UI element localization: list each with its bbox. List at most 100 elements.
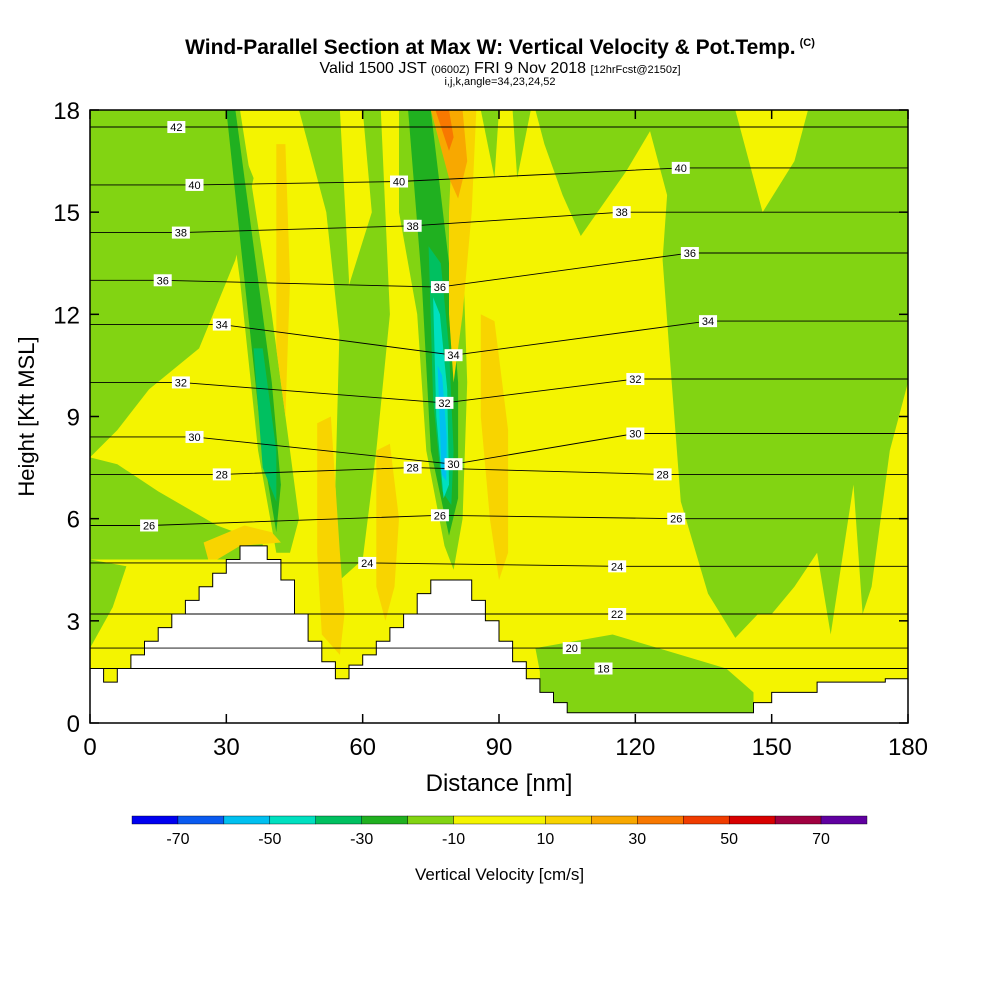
theta-label-background xyxy=(430,281,449,294)
colorbar-tick-label: -10 xyxy=(442,831,465,848)
theta-contour-label: 30 xyxy=(629,429,641,441)
updraft-region xyxy=(376,443,399,621)
updraft-region xyxy=(317,416,345,655)
theta-label-background xyxy=(403,461,422,474)
theta-label-background xyxy=(185,178,204,191)
updraft-region xyxy=(435,110,454,151)
terrain-mask xyxy=(90,545,908,723)
theta-label-background xyxy=(185,430,204,443)
grid-indices: i,j,k,angle=34,23,24,52 xyxy=(444,76,556,88)
colorbar-swatch xyxy=(683,815,730,825)
colorbar-swatch xyxy=(820,815,868,825)
colorbar-swatch xyxy=(453,815,546,825)
theta-contour-label: 40 xyxy=(675,163,687,175)
theta-contour-label: 36 xyxy=(157,275,169,287)
theta-label-background xyxy=(167,121,186,134)
theta-label-background xyxy=(626,373,645,386)
x-tick-label: 120 xyxy=(615,734,655,761)
theta-contour-label: 40 xyxy=(393,177,405,189)
theta-label-background xyxy=(212,318,231,331)
theta-label-background xyxy=(653,468,672,481)
theta-label-background xyxy=(444,458,463,471)
theta-contour-label: 26 xyxy=(434,510,446,522)
theta-label-background xyxy=(612,206,631,219)
valid-utc: (0600Z) xyxy=(430,64,470,76)
theta-label-background xyxy=(358,556,377,569)
theta-label-background xyxy=(403,219,422,232)
theta-contour-label: 26 xyxy=(143,520,155,532)
colorbar-tick-label: 50 xyxy=(720,831,738,848)
colorbar-label: Vertical Velocity [cm/s] xyxy=(415,865,584,884)
theta-contour-label: 22 xyxy=(611,609,623,621)
valid-prefix: Valid 1500 JST xyxy=(319,60,427,77)
x-tick-label: 30 xyxy=(213,734,240,761)
chart-title: Wind-Parallel Section at Max W: Vertical… xyxy=(0,36,1000,60)
colorbar-tick-label: 30 xyxy=(628,831,646,848)
theta-contour-label: 40 xyxy=(188,180,200,192)
theta-label-background xyxy=(430,509,449,522)
theta-contour-label: 36 xyxy=(684,248,696,260)
theta-contour-label: 38 xyxy=(616,207,628,219)
theta-label-background xyxy=(594,662,613,675)
theta-contour-label: 34 xyxy=(447,350,459,362)
theta-label-background xyxy=(444,349,463,362)
y-tick-label: 12 xyxy=(53,302,80,329)
colorbar-swatch xyxy=(591,815,638,825)
y-tick-label: 15 xyxy=(53,200,80,227)
updraft-region xyxy=(203,525,281,560)
theta-contour-label: 24 xyxy=(611,561,623,573)
downdraft-region xyxy=(335,110,390,580)
downdraft-region xyxy=(535,110,663,236)
title-mark: (C) xyxy=(799,37,815,49)
theta-label-background xyxy=(153,274,172,287)
theta-contour-label: 26 xyxy=(670,514,682,526)
theta-contour-label: 18 xyxy=(597,664,609,676)
theta-label-background xyxy=(667,512,686,525)
theta-contour-label: 20 xyxy=(566,643,578,655)
x-tick-label: 180 xyxy=(888,734,928,761)
colorbar-tick-label: 70 xyxy=(812,831,830,848)
theta-contour-labels: 42 40 38 36 34 32 30 28 26 24 40 38 36 34 32 30 28 26 40 38… xyxy=(140,121,718,676)
colorbar-swatch xyxy=(361,815,408,825)
y-tick-label: 0 xyxy=(67,711,80,738)
x-tick-label: 90 xyxy=(486,734,513,761)
theta-contour-label: 42 xyxy=(170,122,182,134)
theta-contour-label: 38 xyxy=(175,228,187,240)
y-tick-label: 3 xyxy=(67,609,80,636)
y-tick-label: 6 xyxy=(67,507,80,534)
theta-label-background xyxy=(608,608,627,621)
colorbar-swatch xyxy=(407,815,454,825)
forecast-info: [12hrFcst@2150z] xyxy=(590,64,681,76)
theta-label-background xyxy=(608,560,627,573)
theta-label-background xyxy=(699,315,718,328)
updraft-region xyxy=(480,314,509,580)
colorbar-swatch xyxy=(774,815,822,825)
theta-contour-label: 32 xyxy=(438,398,450,410)
theta-label-background xyxy=(626,427,645,440)
downdraft-region xyxy=(299,110,349,383)
colorbar-swatch xyxy=(269,815,316,825)
downdraft-region xyxy=(90,457,263,560)
theta-contour-label: 38 xyxy=(407,221,419,233)
vertical-velocity-field xyxy=(90,110,908,723)
updraft-region xyxy=(430,110,468,199)
theta-contour-label: 24 xyxy=(361,558,373,570)
colorbar-tick-label: 10 xyxy=(537,831,555,848)
colorbar-swatch xyxy=(637,815,684,825)
colorbar: -70 -50 -30 -10 10 30 50 70 Vertical Velocity [c… xyxy=(131,815,868,884)
y-tick-label: 9 xyxy=(67,405,80,432)
x-axis-label: Distance [nm] xyxy=(426,770,573,797)
downdraft-region xyxy=(437,365,447,482)
theta-label-background xyxy=(212,468,231,481)
valid-date: FRI 9 Nov 2018 xyxy=(473,60,587,77)
theta-contour-line xyxy=(90,562,908,567)
theta-label-background xyxy=(171,376,190,389)
colorbar-swatch xyxy=(545,815,592,825)
y-tick-label: 18 xyxy=(53,98,80,125)
theta-contour-label: 36 xyxy=(434,282,446,294)
theta-label-background xyxy=(140,519,159,532)
colorbar-swatch xyxy=(728,815,776,825)
downdraft-region xyxy=(253,348,277,502)
